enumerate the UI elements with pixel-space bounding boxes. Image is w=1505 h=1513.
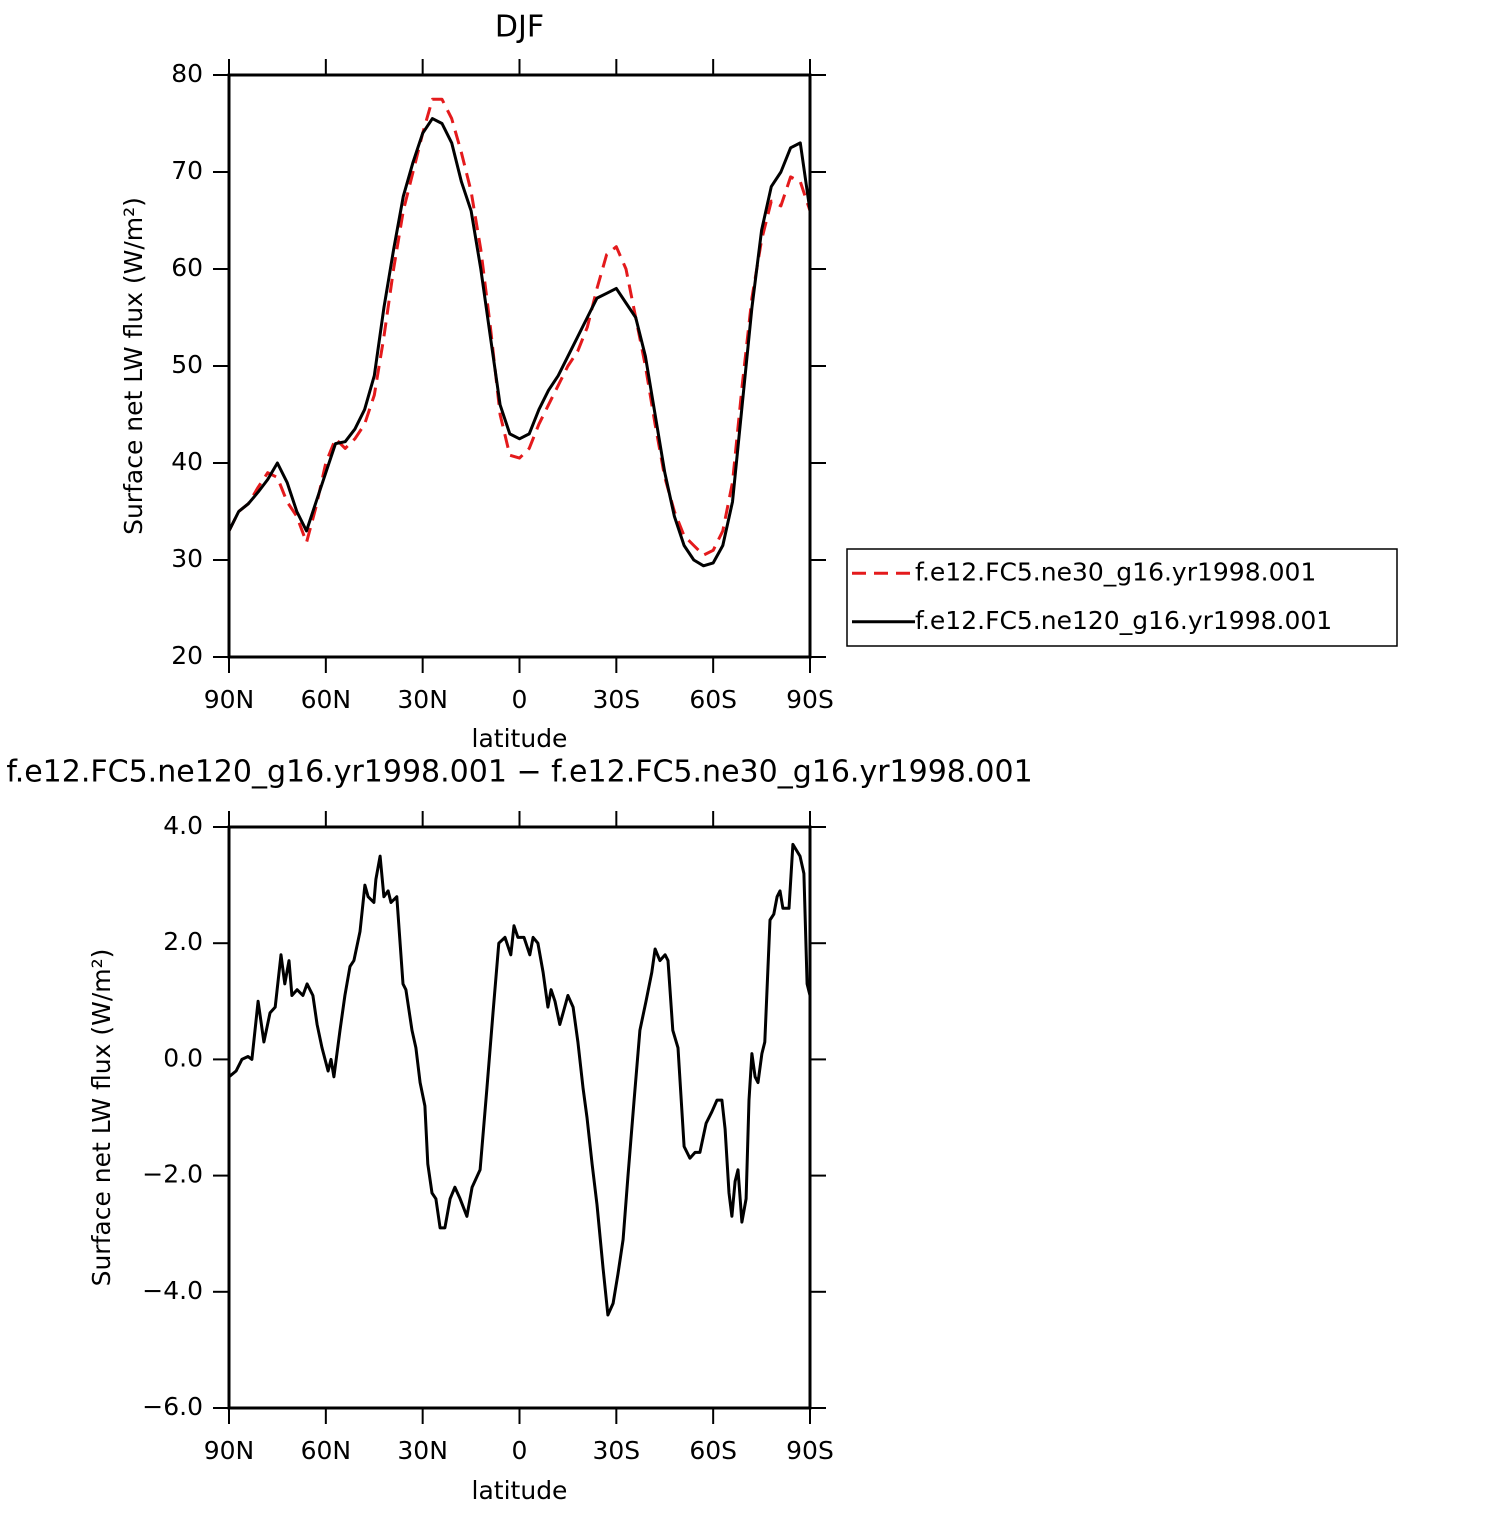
y-tick-label: 20 — [171, 641, 203, 670]
legend-label: f.e12.FC5.ne30_g16.yr1998.001 — [915, 557, 1316, 586]
x-tick-label: 60N — [301, 1436, 352, 1465]
chart-title: f.e12.FC5.ne120_g16.yr1998.001 − f.e12.F… — [6, 755, 1032, 790]
y-tick-label: −6.0 — [142, 1392, 203, 1421]
x-tick-label: 60S — [689, 1436, 737, 1465]
chart-title: DJF — [495, 10, 544, 45]
y-tick-label: 50 — [171, 350, 203, 379]
x-tick-label: 60N — [301, 685, 352, 714]
plot-frame — [227, 73, 812, 659]
y-tick-label: 80 — [171, 59, 203, 88]
legend-label: f.e12.FC5.ne120_g16.yr1998.001 — [915, 606, 1332, 635]
x-tick-label: 90S — [786, 1436, 834, 1465]
x-tick-label: 90N — [204, 685, 255, 714]
x-tick-label: 0 — [512, 1436, 528, 1465]
y-axis-label: Surface net LW flux (W/m²) — [119, 197, 148, 535]
x-tick-label: 30S — [592, 685, 640, 714]
y-tick-label: 70 — [171, 156, 203, 185]
x-tick-label: 30N — [397, 1436, 448, 1465]
y-tick-label: 30 — [171, 544, 203, 573]
x-tick-label: 30S — [592, 1436, 640, 1465]
plot-frame — [227, 825, 812, 1410]
x-tick-label: 90S — [786, 685, 834, 714]
y-tick-label: −2.0 — [142, 1160, 203, 1189]
data-line — [227, 117, 812, 568]
data-line — [228, 842, 812, 1317]
y-tick-label: 60 — [171, 253, 203, 282]
x-tick-label: 0 — [512, 685, 528, 714]
y-tick-label: 2.0 — [163, 927, 203, 956]
y-tick-label: 4.0 — [163, 811, 203, 840]
legend-box — [846, 548, 1398, 647]
x-tick-label: 60S — [689, 685, 737, 714]
data-line — [227, 97, 812, 557]
x-tick-label: 90N — [204, 1436, 255, 1465]
x-axis-label: latitude — [472, 724, 568, 753]
y-tick-label: 40 — [171, 447, 203, 476]
y-axis-label: Surface net LW flux (W/m²) — [87, 949, 116, 1287]
y-tick-label: 0.0 — [163, 1043, 203, 1072]
y-tick-label: −4.0 — [142, 1276, 203, 1305]
x-tick-label: 30N — [397, 685, 448, 714]
x-axis-label: latitude — [472, 1476, 568, 1505]
